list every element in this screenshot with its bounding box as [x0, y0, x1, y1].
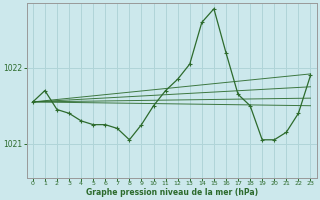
X-axis label: Graphe pression niveau de la mer (hPa): Graphe pression niveau de la mer (hPa) [85, 188, 258, 197]
